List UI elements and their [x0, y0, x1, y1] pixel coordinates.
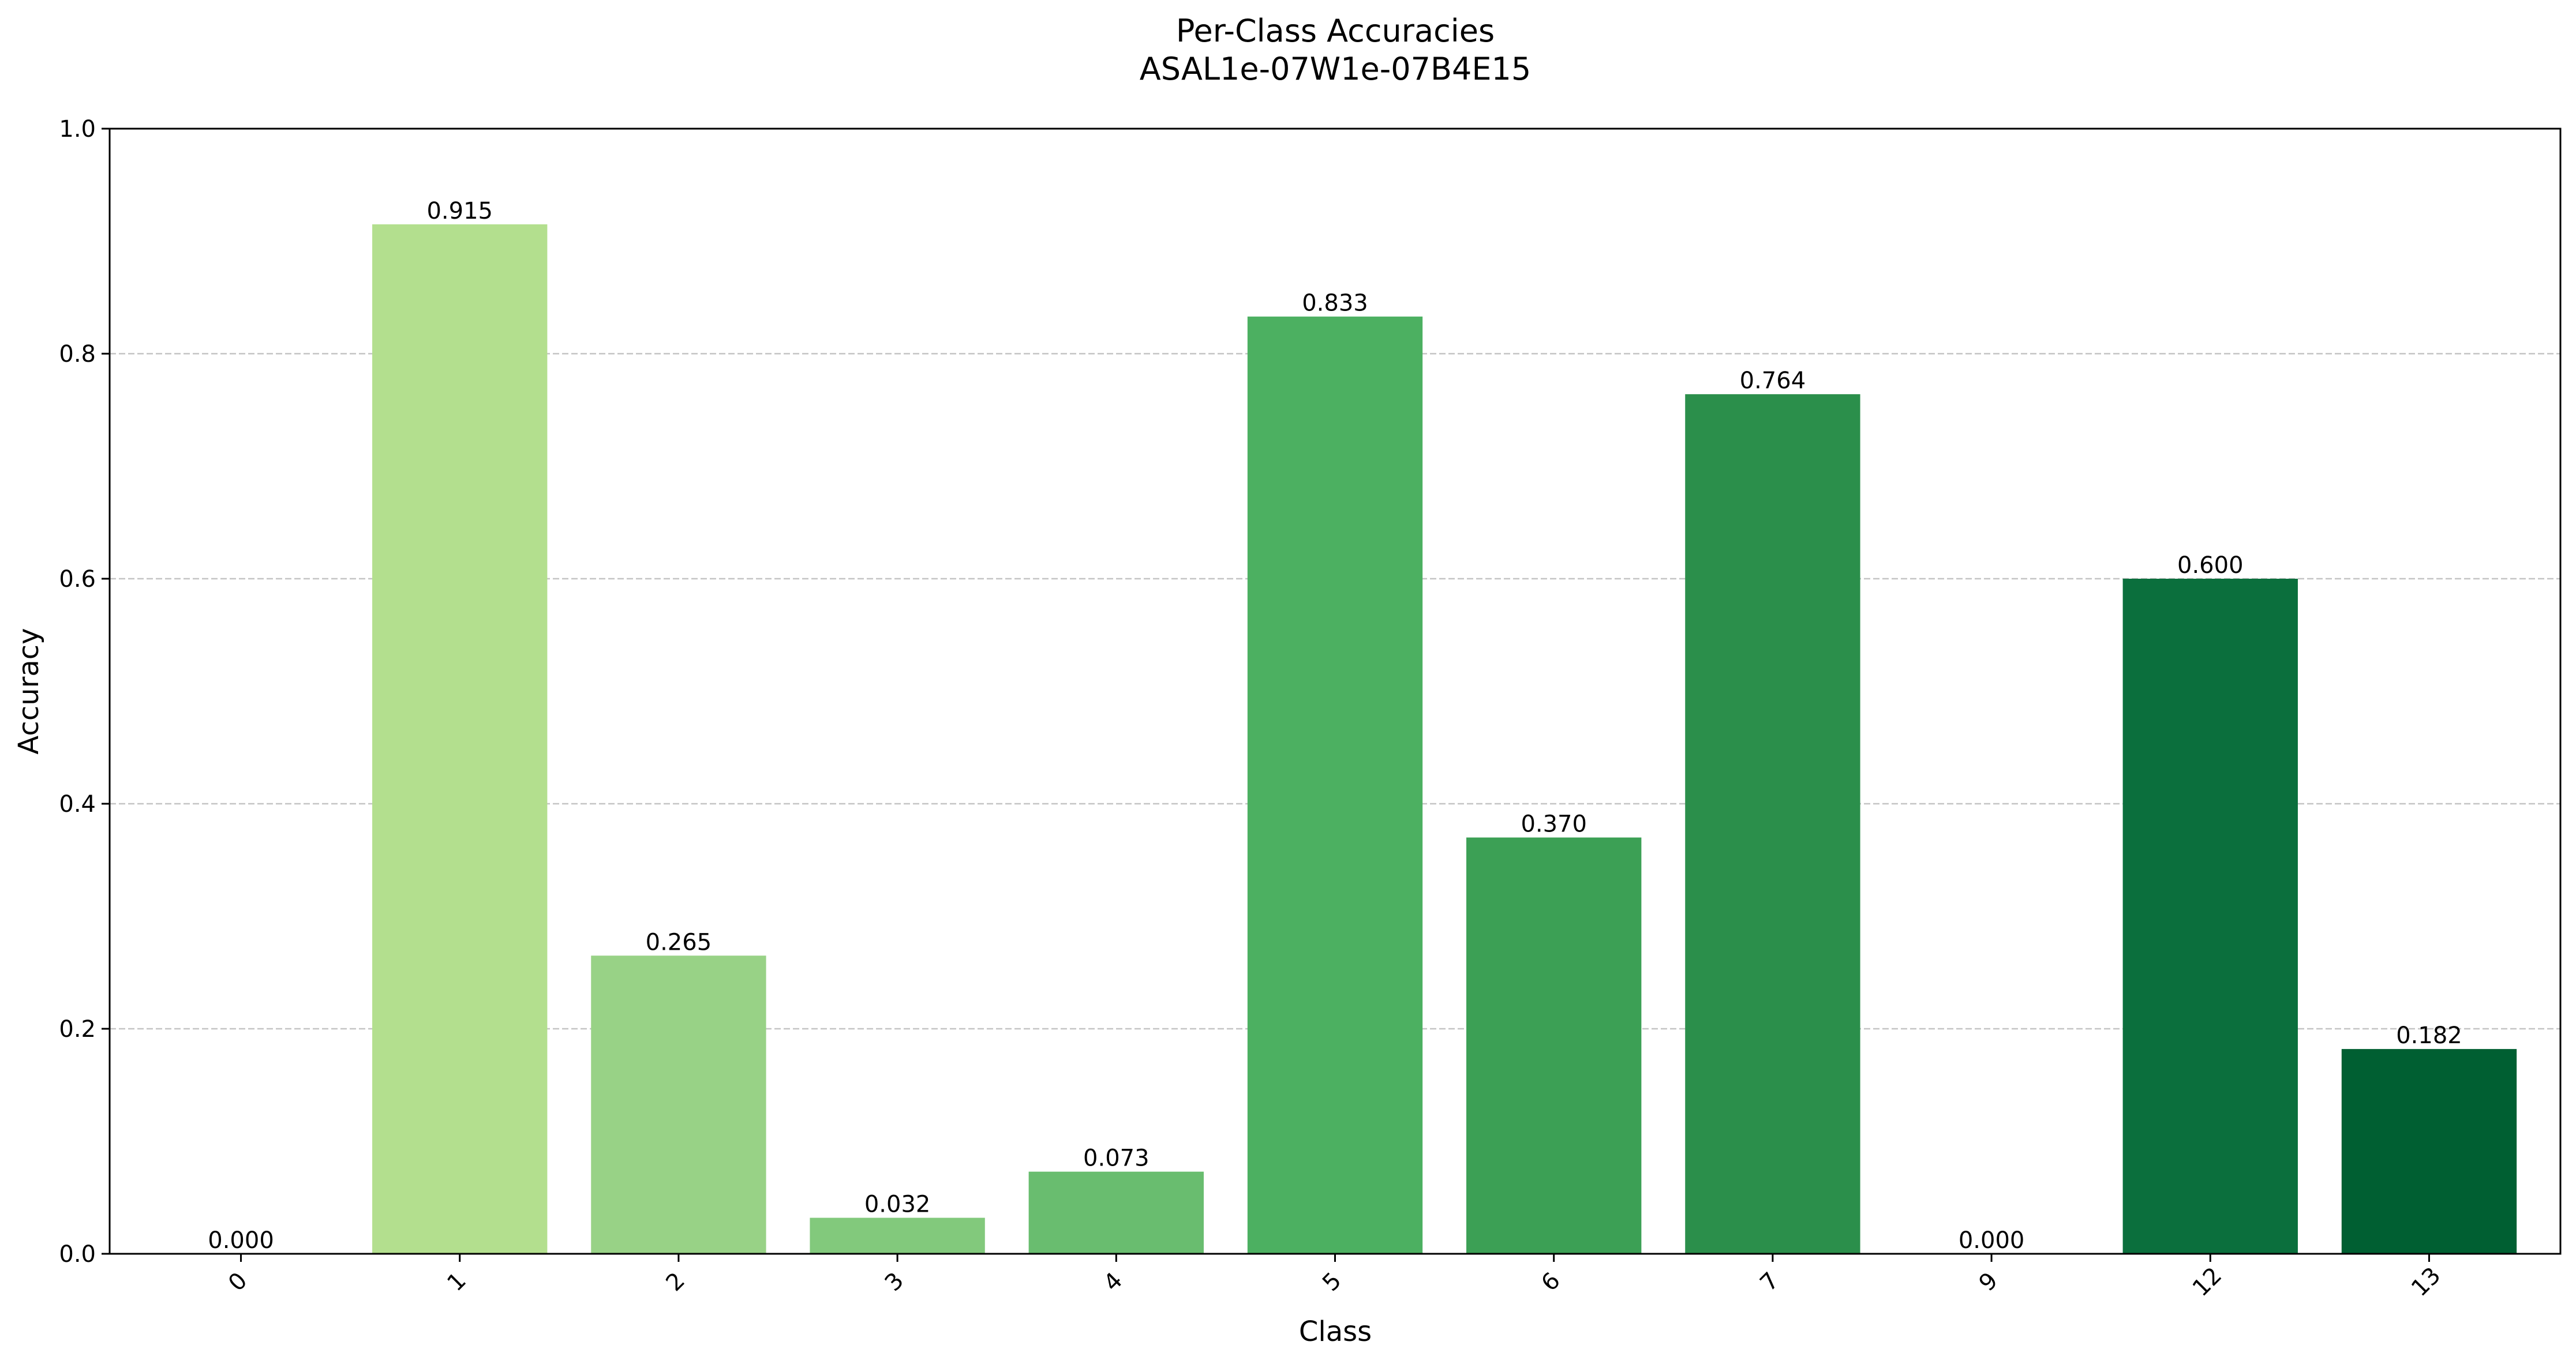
- data-labels: 0.000 0.915 0.265 0.032 0.073 0.833 0.370 0.764…: [208, 198, 2462, 1254]
- bar-class-7: [1685, 394, 1860, 1254]
- bars: [372, 224, 2517, 1254]
- bar-value-label: 0.265: [646, 929, 712, 955]
- y-tick-label: 0.2: [59, 1016, 96, 1043]
- x-axis-label: Class: [1299, 1316, 1372, 1348]
- bar-value-label: 0.833: [1302, 290, 1368, 317]
- bar-value-label: 0.032: [864, 1191, 931, 1218]
- y-tick-label: 0.0: [59, 1241, 96, 1268]
- bar-value-label: 0.600: [2177, 552, 2244, 579]
- bar-class-6: [1466, 837, 1642, 1254]
- bar-class-12: [2122, 579, 2298, 1254]
- bar-class-5: [1247, 316, 1423, 1254]
- bar-value-label: 0.000: [208, 1227, 274, 1254]
- y-tick-label: 0.8: [59, 341, 96, 368]
- bar-value-label: 0.073: [1083, 1145, 1150, 1172]
- bar-class-2: [591, 955, 766, 1254]
- bar-value-label: 0.764: [1740, 368, 1806, 394]
- bar-value-label: 0.182: [2396, 1022, 2462, 1049]
- bar-class-13: [2341, 1049, 2517, 1254]
- bar-class-3: [810, 1217, 985, 1254]
- y-tick-label: 0.4: [59, 791, 96, 818]
- bar-class-4: [1028, 1171, 1204, 1254]
- y-tick-label: 1.0: [59, 116, 96, 143]
- y-tick-label: 0.6: [59, 566, 96, 593]
- y-axis-ticks: 0.0 0.2 0.4 0.6 0.8 1.0: [59, 116, 110, 1268]
- y-axis-label: Accuracy: [13, 628, 45, 754]
- bar-value-label: 0.000: [1959, 1227, 2025, 1254]
- bar-value-label: 0.370: [1521, 811, 1587, 838]
- chart-title: Per-Class Accuracies: [1176, 13, 1495, 49]
- bar-value-label: 0.915: [426, 198, 493, 224]
- chart-subtitle: ASAL1e-07W1e-07B4E15: [1140, 51, 1531, 87]
- bar-class-1: [372, 224, 548, 1254]
